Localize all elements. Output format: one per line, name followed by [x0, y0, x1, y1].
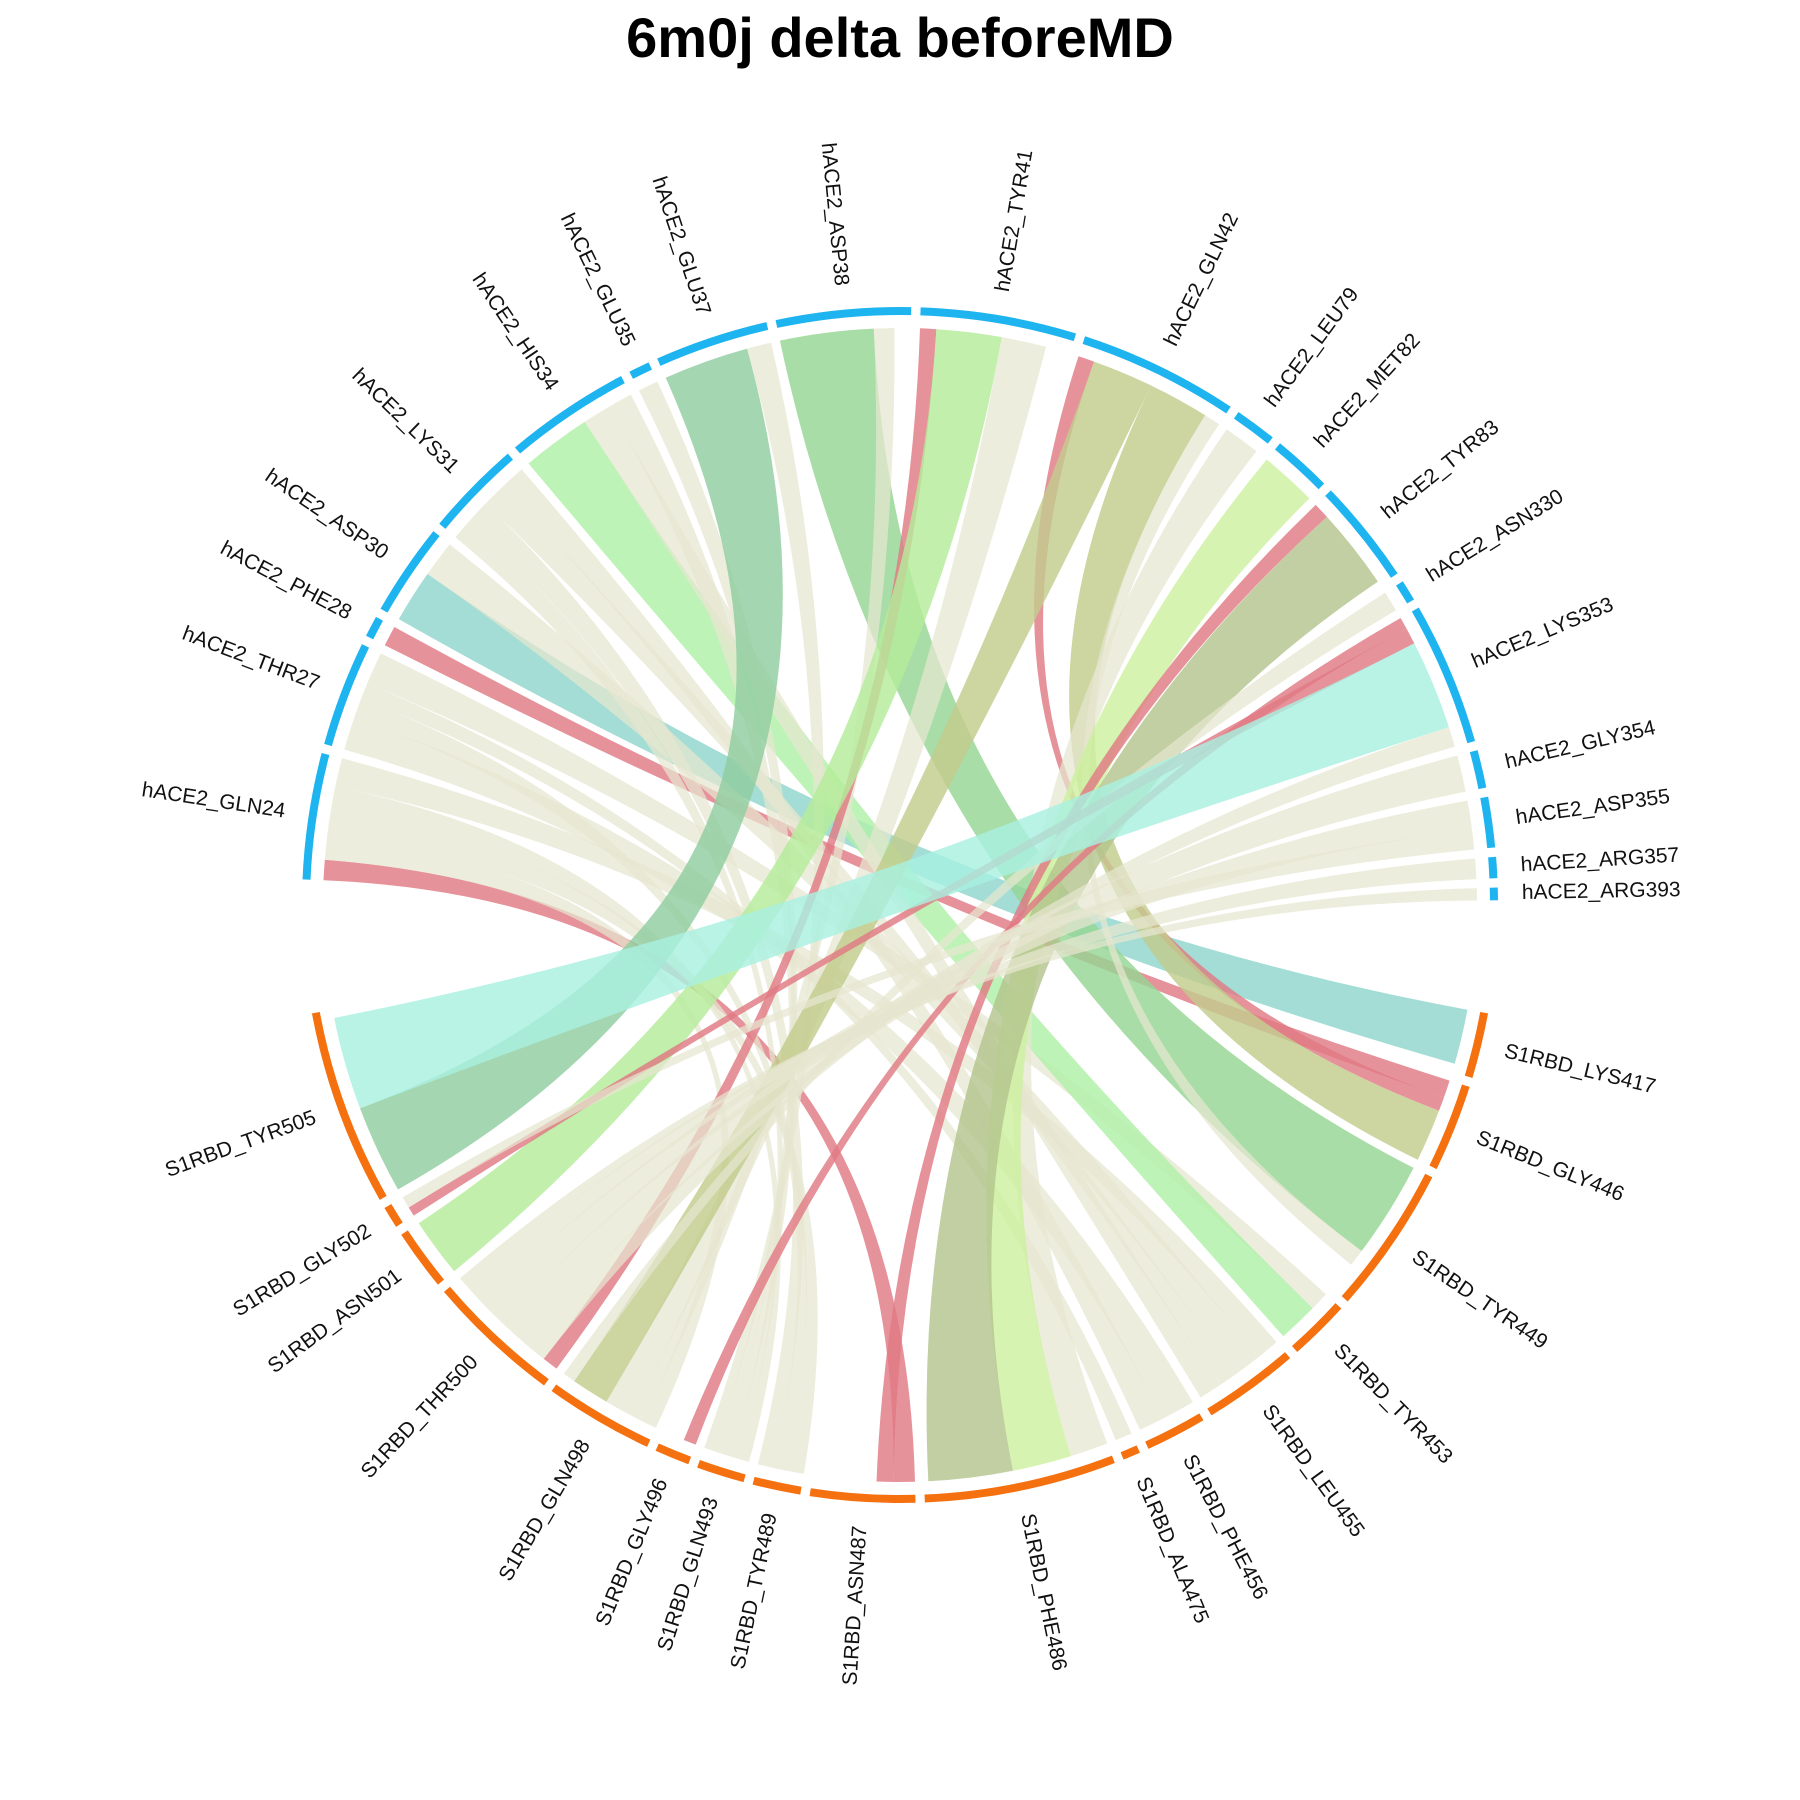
ribbon-hace2-tyr41-to-s1rbd-gln498 [606, 337, 1047, 1416]
ribbon-hace2-tyr83-to-s1rbd-phe486 [926, 516, 1378, 1482]
label-hace2-tyr83: hACE2_TYR83 [1377, 416, 1503, 524]
label-hace2-asn330: hACE2_ASN330 [1422, 485, 1567, 587]
label-hace2-asp30: hACE2_ASP30 [261, 464, 393, 564]
track-s1rbd-gly496 [655, 1443, 692, 1465]
track-s1rbd-tyr453 [1291, 1303, 1342, 1352]
label-hace2-thr27: hACE2_THR27 [179, 622, 323, 695]
track-s1rbd-gln498 [551, 1384, 651, 1447]
ribbon-hace2-lys353-to-s1rbd-gly502 [408, 628, 1415, 1216]
ribbon-hace2-leu79-to-s1rbd-phe486 [1012, 429, 1257, 1457]
track-s1rbd-tyr505 [311, 1011, 387, 1200]
label-hace2-lys31: hACE2_LYS31 [348, 364, 464, 478]
label-s1rbd-lys417: S1RBD_LYS417 [1502, 1039, 1658, 1098]
track-hace2-leu79 [1233, 412, 1273, 444]
track-hace2-his34 [514, 376, 625, 454]
ribbon-hace2-thr27-to-s1rbd-tyr453 [367, 653, 1326, 1309]
label-s1rbd-gln493: S1RBD_GLN493 [653, 1494, 723, 1653]
label-s1rbd-leu455: S1RBD_LEU455 [1258, 1400, 1369, 1541]
label-hace2-glu35: hACE2_GLU35 [556, 210, 640, 350]
label-hace2-gln24: hACE2_GLN24 [140, 778, 287, 822]
label-hace2-asp38: hACE2_ASP38 [817, 142, 854, 287]
label-s1rbd-tyr505: S1RBD_TYR505 [162, 1106, 319, 1182]
label-s1rbd-phe486: S1RBD_PHE486 [1016, 1511, 1071, 1672]
track-hace2-asn330 [1396, 581, 1415, 604]
label-hace2-glu37: hACE2_GLU37 [648, 174, 716, 319]
track-s1rbd-tyr449 [1341, 1173, 1433, 1302]
label-s1rbd-gly496: S1RBD_GLY496 [591, 1475, 672, 1629]
ribbon-hace2-lys353-to-s1rbd-tyr505 [334, 643, 1449, 1109]
track-s1rbd-lys417 [1464, 1011, 1489, 1078]
ribbon-hace2-asp30-to-s1rbd-leu455 [427, 544, 1259, 1375]
label-hace2-asp355: hACE2_ASP355 [1514, 785, 1671, 829]
label-s1rbd-gln498: S1RBD_GLN498 [494, 1436, 595, 1586]
label-s1rbd-tyr449: S1RBD_TYR449 [1408, 1245, 1552, 1354]
track-s1rbd-gly446 [1429, 1084, 1470, 1170]
segment-tracks [302, 307, 1498, 1503]
label-hace2-leu79: hACE2_LEU79 [1260, 283, 1363, 411]
label-s1rbd-asn487: S1RBD_ASN487 [838, 1525, 871, 1686]
track-hace2-thr27 [324, 644, 370, 747]
ribbon-hace2-met82-to-s1rbd-phe486 [986, 459, 1310, 1471]
track-s1rbd-asn487 [809, 1488, 916, 1503]
track-s1rbd-tyr489 [752, 1476, 802, 1495]
track-s1rbd-asn501 [401, 1230, 445, 1285]
track-s1rbd-gln493 [697, 1460, 746, 1483]
label-hace2-met82: hACE2_MET82 [1310, 329, 1425, 452]
track-hace2-tyr41 [920, 307, 1077, 342]
ribbon-hace2-lys31-to-s1rbd-phe456 [503, 469, 1163, 1430]
label-hace2-gln42: hACE2_GLN42 [1159, 209, 1243, 349]
ribbon-hace2-lys31-to-s1rbd-tyr489 [468, 503, 804, 1469]
track-hace2-asp38 [775, 307, 912, 328]
track-hace2-gln24 [302, 752, 330, 880]
label-hace2-tyr41: hACE2_TYR41 [991, 148, 1038, 293]
track-hace2-met82 [1274, 443, 1325, 490]
track-hace2-glu35 [629, 362, 652, 379]
label-hace2-arg393: hACE2_ARG393 [1522, 878, 1681, 904]
track-s1rbd-leu455 [1207, 1352, 1291, 1416]
label-hace2-his34: hACE2_HIS34 [468, 269, 564, 395]
ribbon-hace2-asp30-to-s1rbd-lys417 [398, 573, 1468, 1064]
track-hace2-lys353 [1411, 607, 1476, 744]
track-hace2-glu37 [657, 322, 769, 366]
ribbon-hace2-phe28-to-s1rbd-gly446 [384, 627, 1450, 1098]
label-hace2-phe28: hACE2_PHE28 [217, 537, 356, 625]
track-s1rbd-phe486 [924, 1455, 1115, 1503]
track-hace2-gln42 [1082, 336, 1231, 414]
track-hace2-tyr83 [1325, 490, 1398, 578]
track-s1rbd-ala475 [1120, 1445, 1140, 1460]
label-hace2-arg357: hACE2_ARG357 [1520, 844, 1680, 877]
ribbon-hace2-tyr41-to-s1rbd-asn501 [418, 329, 1002, 1272]
label-s1rbd-thr500: S1RBD_THR500 [357, 1350, 483, 1482]
ribbon-hace2-gln42-to-s1rbd-gln498 [574, 361, 1152, 1402]
track-hace2-gly354 [1469, 750, 1487, 790]
track-hace2-lys31 [439, 453, 514, 529]
track-hace2-phe28 [366, 616, 384, 640]
label-s1rbd-gly446: S1RBD_GLY446 [1473, 1126, 1627, 1206]
track-hace2-asp355 [1480, 796, 1496, 849]
label-hace2-lys353: hACE2_LYS353 [1468, 593, 1616, 673]
label-hace2-gly354: hACE2_GLY354 [1503, 716, 1658, 774]
track-s1rbd-thr500 [443, 1286, 549, 1386]
track-s1rbd-gly502 [384, 1203, 403, 1227]
label-s1rbd-tyr453: S1RBD_TYR453 [1329, 1339, 1457, 1468]
track-hace2-arg357 [1488, 856, 1498, 879]
label-s1rbd-tyr489: S1RBD_TYR489 [726, 1511, 781, 1671]
track-s1rbd-phe456 [1145, 1413, 1204, 1449]
ribbon-hace2-lys31-to-s1rbd-leu455 [485, 486, 1236, 1386]
ribbon-hace2-asp38-to-s1rbd-tyr449 [779, 328, 1414, 1252]
chart-title: 6m0j delta beforeMD [626, 6, 1174, 69]
link-ribbons [323, 328, 1477, 1483]
track-hace2-asp30 [380, 531, 440, 613]
